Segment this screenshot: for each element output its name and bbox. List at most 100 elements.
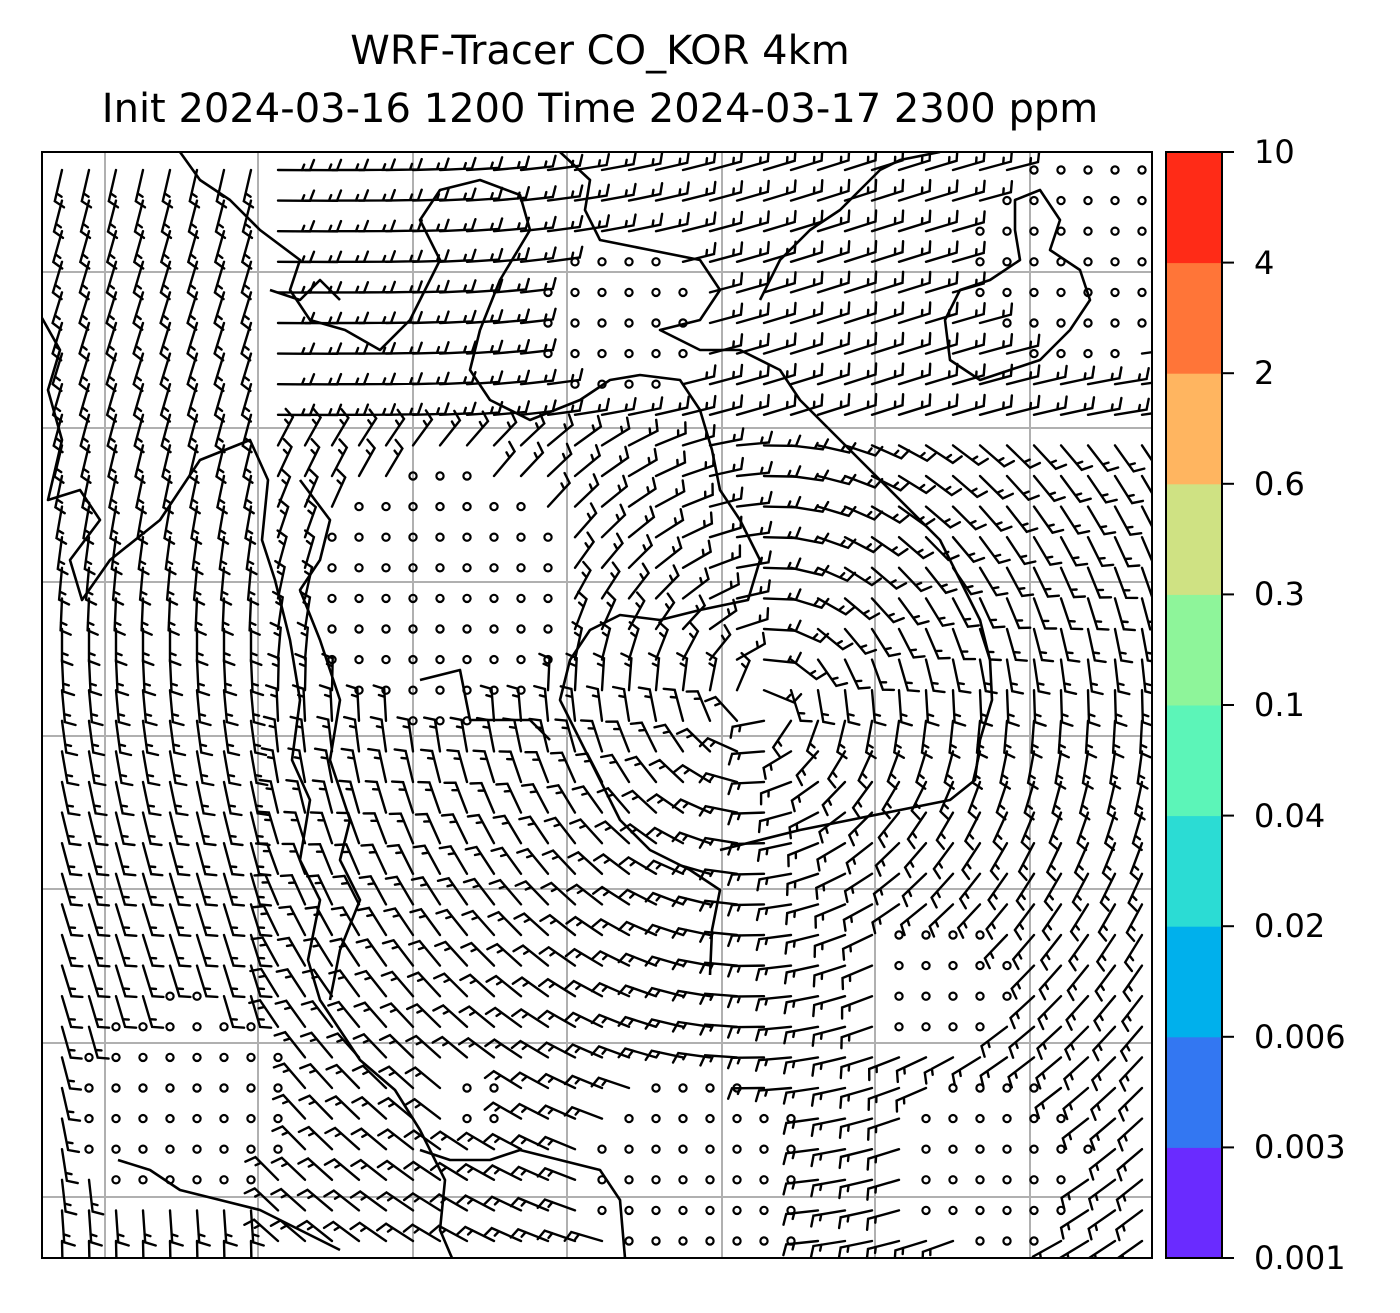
wind-barb (269, 621, 282, 661)
wind-barb (1005, 444, 1042, 470)
wind-barb (446, 749, 469, 784)
calm-wind-marker (705, 1113, 715, 1124)
wind-barb (492, 155, 530, 172)
wind-barb (735, 520, 773, 539)
wind-barb (484, 1006, 523, 1028)
calm-wind-marker (489, 563, 499, 573)
wind-barb (564, 947, 604, 967)
calm-wind-marker (192, 1052, 202, 1063)
wind-barb (492, 216, 530, 233)
wind-barb (87, 842, 110, 877)
wind-barb (843, 362, 878, 386)
wind-barb (330, 438, 349, 478)
wind-barb (951, 597, 980, 628)
calm-wind-marker (381, 563, 391, 573)
wind-barb (600, 532, 624, 569)
wind-barb (276, 468, 292, 508)
wind-barb (492, 369, 530, 386)
wind-barb (1140, 474, 1152, 496)
wind-barb (637, 686, 658, 722)
wind-barb (113, 597, 126, 636)
wind-barb (60, 658, 76, 697)
wind-barb (303, 407, 323, 447)
calm-wind-marker (651, 1205, 661, 1216)
wind-barb (708, 241, 744, 263)
calm-wind-marker (435, 654, 445, 665)
wind-barb (838, 1117, 874, 1139)
wind-barb (487, 910, 523, 937)
calm-wind-marker (705, 1236, 715, 1246)
wind-barb (546, 442, 573, 478)
wind-barb (240, 291, 253, 331)
calm-wind-marker (948, 1083, 958, 1093)
calm-wind-marker (1056, 257, 1066, 267)
wind-barb (573, 153, 610, 172)
wind-barb (782, 1178, 820, 1196)
wind-barb (816, 301, 851, 325)
calm-wind-marker (543, 532, 553, 542)
calm-wind-marker (246, 1083, 256, 1093)
wind-barb (217, 505, 230, 545)
wind-barb (132, 352, 145, 393)
calm-wind-marker (543, 624, 553, 634)
wind-barb (671, 989, 712, 1002)
wind-barb (1119, 1025, 1144, 1062)
wind-barb (843, 536, 883, 554)
wind-barb (483, 1069, 523, 1090)
calm-wind-marker (921, 1144, 931, 1154)
wind-barb (851, 780, 874, 819)
wind-barb (1116, 1117, 1144, 1152)
wind-barb (87, 1178, 105, 1216)
wind-barb (699, 899, 739, 912)
wind-barb (1032, 395, 1068, 416)
wind-barb (376, 1222, 415, 1243)
calm-wind-marker (759, 1175, 769, 1185)
wind-barb (195, 780, 216, 817)
wind-barb (536, 1166, 577, 1181)
wind-barb (698, 772, 739, 784)
wind-barb (870, 331, 905, 355)
calm-wind-marker (192, 1175, 202, 1185)
wind-barb (756, 872, 793, 892)
wind-barb (699, 992, 739, 1005)
wind-barb (137, 536, 150, 576)
wind-barb (244, 505, 257, 545)
wind-barb (60, 1056, 83, 1091)
wind-barb (708, 427, 745, 447)
wind-barb (430, 1130, 469, 1151)
wind-barb (600, 397, 637, 416)
wind-barb (1086, 505, 1117, 536)
wind-barb (897, 362, 932, 386)
wind-barb (1059, 536, 1089, 567)
wind-barb (291, 684, 307, 722)
calm-wind-marker (651, 1113, 661, 1124)
wind-barb (519, 246, 557, 263)
calm-wind-marker (1110, 195, 1120, 206)
wind-barb (617, 1047, 658, 1059)
wind-barb (573, 473, 600, 508)
wind-barb (456, 1162, 496, 1181)
wind-barb (271, 1124, 307, 1151)
wind-barb (811, 1056, 847, 1077)
calm-wind-marker (921, 1205, 931, 1216)
wind-barb (110, 536, 123, 576)
wind-barb (644, 1049, 685, 1062)
calm-wind-marker (381, 532, 391, 542)
calm-wind-marker (705, 1205, 715, 1216)
colorbar (1165, 151, 1234, 1259)
wind-barb (978, 333, 1014, 355)
calm-wind-marker (705, 1144, 715, 1154)
wind-barb (168, 689, 185, 727)
wind-barb (222, 842, 245, 877)
wind-barb (897, 658, 921, 693)
wind-barb (438, 279, 477, 294)
wind-barb (735, 460, 773, 478)
calm-wind-marker (1137, 287, 1147, 298)
wind-barb (951, 658, 972, 694)
calm-wind-marker (894, 991, 904, 1001)
calm-wind-marker (1002, 1205, 1012, 1216)
calm-wind-marker (948, 1205, 958, 1216)
wind-barb (324, 1126, 361, 1151)
wind-barb (485, 974, 523, 998)
wind-barb (520, 783, 550, 814)
